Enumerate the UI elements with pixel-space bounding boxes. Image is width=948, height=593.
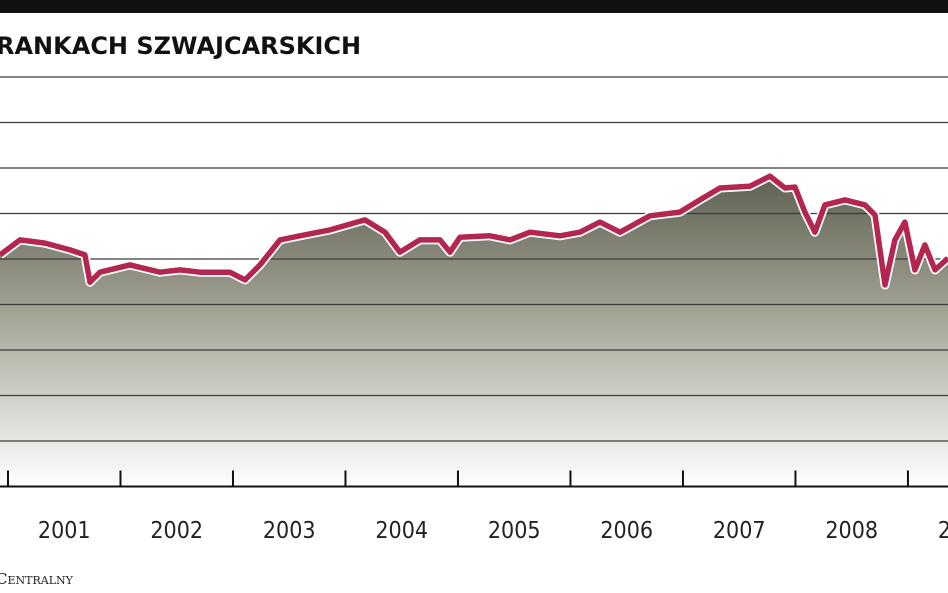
x-tick-label: 2003 (263, 518, 316, 544)
x-tick-label: 2006 (600, 518, 653, 544)
area (0, 176, 948, 487)
x-tick-label: 2007 (713, 518, 766, 544)
line (0, 173, 948, 288)
plot: 2001 2002 2003 2004 2005 2006 2007 2008 2009 (0, 76, 948, 544)
x-tick-label: 2004 (375, 518, 428, 544)
x-tick-label: 2008 (825, 518, 878, 544)
x-tick-label: 2001 (38, 518, 91, 544)
x-tick-label: 2005 (488, 518, 541, 544)
top-bar (0, 0, 948, 13)
x-tick-label: 2002 (150, 518, 203, 544)
x-tick-label: 2009 (938, 518, 948, 544)
source: Centralny (0, 570, 74, 588)
chart-title: RANKACH SZWAJCARSKICH (0, 32, 361, 60)
